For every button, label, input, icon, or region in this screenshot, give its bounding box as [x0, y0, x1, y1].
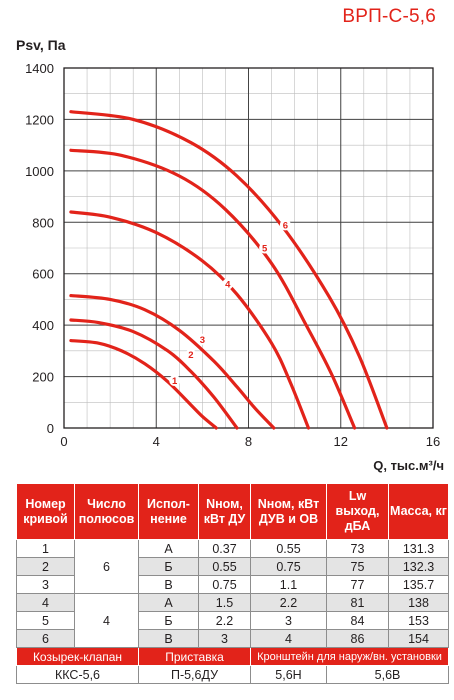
cell-power-du: 0.55: [198, 557, 251, 576]
accessory-value-bracket-indoor: 5,6В: [326, 665, 449, 684]
curve-label-bg-5: [259, 242, 271, 254]
cell-mass: 153: [388, 611, 449, 630]
header-version: Испол- нение: [138, 483, 199, 540]
cell-power-duv: 3: [250, 611, 327, 630]
table-row: 5 Б 2.2 3 84 153: [16, 611, 449, 630]
cell-curve: 6: [16, 629, 75, 648]
curve-5: [69, 148, 357, 430]
curve-label-2: 2: [188, 350, 193, 361]
x-tick-label: 16: [426, 434, 440, 449]
y-tick-label: 1400: [25, 61, 54, 76]
cell-poles: 6: [74, 539, 139, 594]
fan-performance-chart: Psv, Па Q, тыс.м³/ч 0 4 8 12 160200400600800…: [16, 37, 444, 473]
cell-mass: 154: [388, 629, 449, 648]
y-tick-label: 600: [32, 267, 54, 282]
header-mass: Масса, кг: [388, 483, 449, 540]
curve-label-bg-3: [196, 333, 208, 345]
y-tick-label: 1200: [25, 112, 54, 127]
specifications-table: Номер кривой Число полюсов Испол- нение …: [16, 483, 449, 684]
chart-title: ВРП-С-5,6: [342, 6, 436, 27]
cell-power-du: 1.5: [198, 593, 251, 612]
accessory-label-visor-valve: Козырек-клапан: [16, 647, 139, 666]
header-power-duv: Nном, кВт ДУВ и ОВ: [250, 483, 327, 540]
accessories-label-row: Козырек-клапан Приставка Кронштейн для н…: [16, 647, 449, 666]
x-axis-label: Q, тыс.м³/ч: [373, 458, 444, 473]
y-tick-label: 400: [32, 318, 54, 333]
curve-label-bg-4: [222, 278, 234, 290]
table-row: 4 4 А 1.5 2.2 81 138: [16, 593, 449, 648]
curve-6: [69, 110, 389, 430]
plot-frame: [63, 67, 434, 429]
cell-version: Б: [138, 557, 199, 576]
cell-power-duv: 1.1: [250, 575, 327, 594]
curve-3: [69, 293, 276, 430]
x-tick-label: 4: [153, 434, 160, 449]
cell-mass: 135.7: [388, 575, 449, 594]
cell-power-duv: 0.75: [250, 557, 327, 576]
header-noise: Lw выход, дБА: [326, 483, 389, 540]
cell-noise: 73: [326, 539, 389, 558]
table-row: 6 В 3 4 86 154: [16, 629, 449, 648]
cell-curve: 2: [16, 557, 75, 576]
x-tick-label: 0: [60, 434, 67, 449]
table-row: 1 6 А 0.37 0.55 73 131.3: [16, 539, 449, 594]
accessory-label-attachment: Приставка: [138, 647, 251, 666]
curve-4: [69, 210, 311, 430]
cell-power-du: 0.75: [198, 575, 251, 594]
cell-mass: 138: [388, 593, 449, 612]
cell-noise: 84: [326, 611, 389, 630]
cell-curve: 3: [16, 575, 75, 594]
curve-label-1: 1: [172, 376, 178, 387]
curve-2: [69, 318, 239, 430]
table-header-row: Номер кривой Число полюсов Испол- нение …: [16, 483, 449, 540]
curve-label-4: 4: [225, 280, 231, 291]
cell-power-duv: 2.2: [250, 593, 327, 612]
x-tick-label: 8: [245, 434, 252, 449]
curve-1: [69, 338, 218, 430]
header-curve-number: Номер кривой: [16, 483, 75, 540]
accessory-value-bracket-outdoor: 5,6Н: [250, 665, 327, 684]
cell-power-duv: 4: [250, 629, 327, 648]
cell-version: Б: [138, 611, 199, 630]
y-tick-label: 200: [32, 370, 54, 385]
cell-curve: 5: [16, 611, 75, 630]
cell-noise: 75: [326, 557, 389, 576]
cell-power-du: 0.37: [198, 539, 251, 558]
cell-curve: 1: [16, 539, 75, 558]
accessory-value-attachment: П-5,6ДУ: [138, 665, 251, 684]
cell-power-duv: 0.55: [250, 539, 327, 558]
y-tick-label: 1000: [25, 164, 54, 179]
y-axis-label: Psv, Па: [16, 37, 66, 53]
curve-label-6: 6: [283, 220, 288, 231]
accessory-label-bracket: Кронштейн для наруж/вн. установки: [250, 647, 449, 666]
header-poles: Число полюсов: [74, 483, 139, 540]
cell-noise: 81: [326, 593, 389, 612]
curve-label-3: 3: [200, 335, 205, 346]
cell-power-du: 3: [198, 629, 251, 648]
accessory-value-visor-valve: ККС-5,6: [16, 665, 139, 684]
cell-mass: 132.3: [388, 557, 449, 576]
cell-poles: 4: [74, 593, 139, 648]
x-tick-label: 12: [334, 434, 348, 449]
curve-label-bg-1: [169, 374, 181, 386]
table-row: 3 В 0.75 1.1 77 135.7: [16, 575, 449, 594]
cell-version: А: [138, 539, 199, 558]
cell-power-du: 2.2: [198, 611, 251, 630]
cell-version: В: [138, 629, 199, 648]
accessories-value-row: ККС-5,6 П-5,6ДУ 5,6Н 5,6В: [16, 665, 449, 684]
cell-curve: 4: [16, 593, 75, 612]
curve-label-bg-2: [185, 349, 197, 361]
cell-noise: 86: [326, 629, 389, 648]
table-row: 2 Б 0.55 0.75 75 132.3: [16, 557, 449, 576]
y-tick-label: 0: [47, 421, 54, 436]
cell-version: В: [138, 575, 199, 594]
cell-noise: 77: [326, 575, 389, 594]
cell-version: А: [138, 593, 199, 612]
header-power-du: Nном, кВт ДУ: [198, 483, 251, 540]
y-tick-label: 800: [32, 215, 54, 230]
cell-mass: 131.3: [388, 539, 449, 558]
curve-label-5: 5: [262, 244, 268, 255]
curve-label-bg-6: [279, 219, 291, 231]
